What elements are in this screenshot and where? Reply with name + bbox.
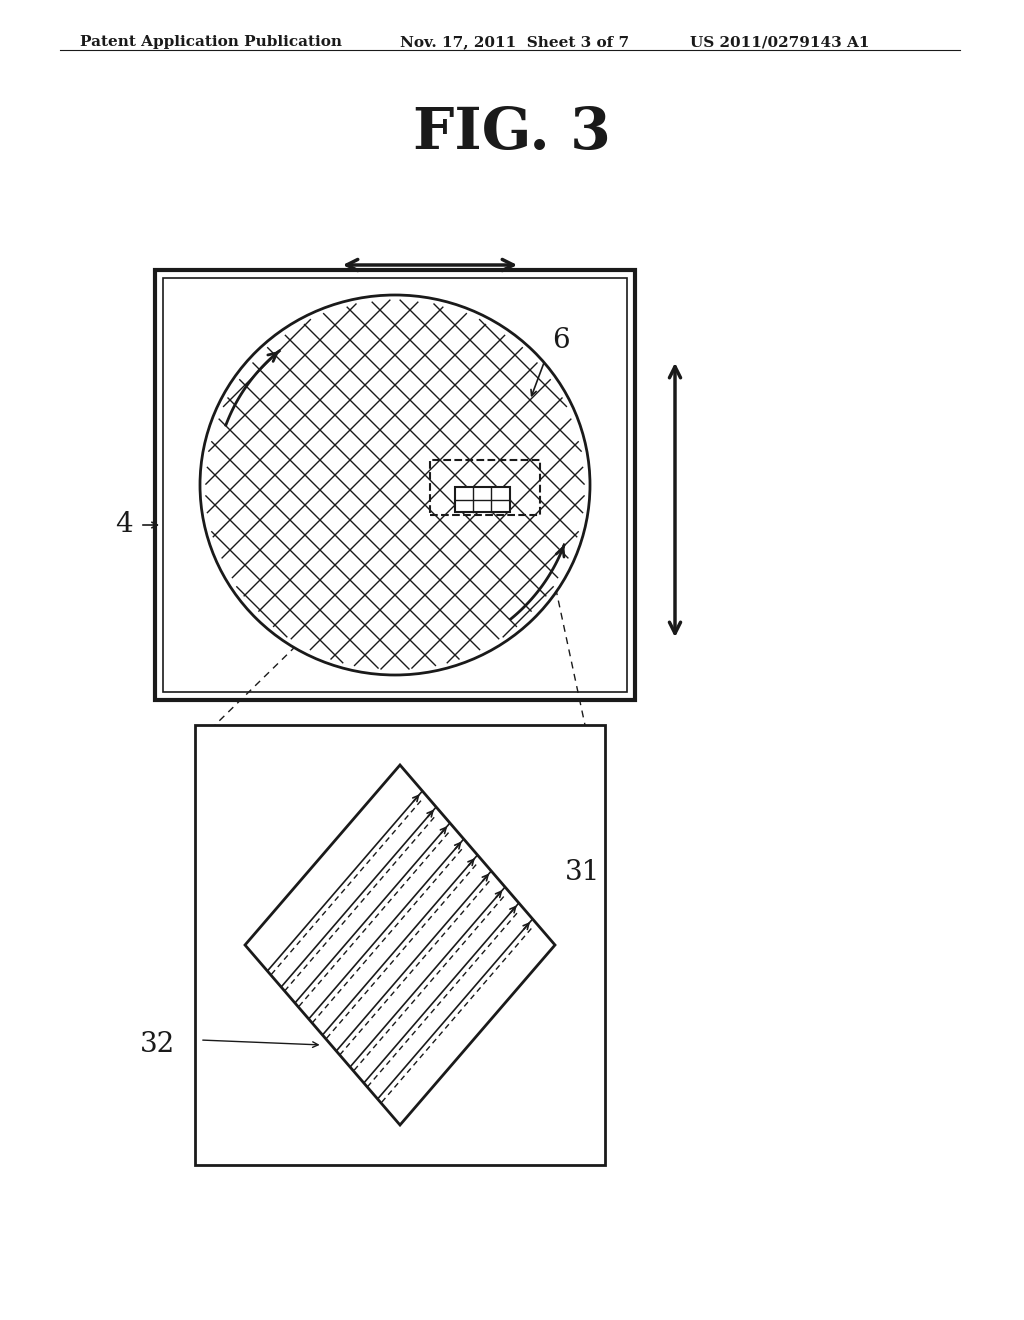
Text: Nov. 17, 2011  Sheet 3 of 7: Nov. 17, 2011 Sheet 3 of 7 bbox=[400, 36, 629, 49]
Text: 31: 31 bbox=[565, 859, 600, 887]
Bar bbox=[155, 271, 635, 700]
Ellipse shape bbox=[200, 294, 590, 675]
Bar bbox=[195, 725, 605, 1166]
Bar bbox=[163, 279, 627, 692]
Text: US 2011/0279143 A1: US 2011/0279143 A1 bbox=[690, 36, 869, 49]
Text: Patent Application Publication: Patent Application Publication bbox=[80, 36, 342, 49]
Bar bbox=[430, 459, 540, 515]
Text: 4: 4 bbox=[115, 511, 133, 539]
Text: 32: 32 bbox=[139, 1031, 175, 1057]
Polygon shape bbox=[245, 766, 555, 1125]
Text: FIG. 3: FIG. 3 bbox=[413, 106, 611, 161]
Text: 6: 6 bbox=[552, 327, 569, 354]
Bar bbox=[455, 487, 510, 512]
